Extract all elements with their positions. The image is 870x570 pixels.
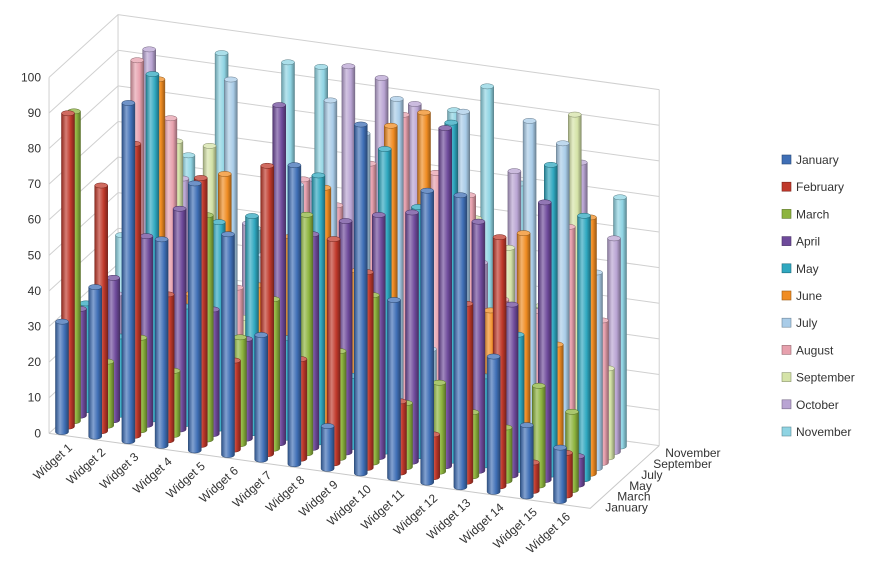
legend-swatch: [781, 317, 792, 328]
bar: January / Widget 8: 84: [287, 162, 302, 468]
legend-swatch: [781, 181, 792, 192]
legend-swatch: [781, 209, 792, 219]
bar: January / Widget 15: 20: [520, 422, 534, 500]
bar: January / Widget 16: 15: [553, 444, 567, 504]
bar: January / Widget 13: 82: [453, 192, 468, 491]
legend-label: November: [796, 425, 851, 439]
y-tick-label: 10: [28, 391, 42, 405]
bar: January / Widget 6: 62: [221, 231, 235, 458]
legend-label: September: [796, 371, 855, 385]
legend-label: June: [796, 289, 822, 303]
legend-label: May: [796, 262, 819, 276]
y-tick-label: 90: [28, 106, 42, 120]
y-tick-label: 30: [28, 320, 42, 334]
legend-swatch: [781, 399, 792, 410]
y-tick-label: 20: [28, 355, 42, 369]
legend-swatch: [781, 372, 792, 382]
legend-item: October: [781, 398, 839, 412]
bars: November / Widget 1: 40November / Widget…: [55, 46, 627, 504]
depth-tick-label: September: [653, 457, 712, 471]
legend-item: January: [781, 153, 839, 167]
legend-swatch: [781, 290, 792, 301]
legend-label: October: [796, 398, 839, 412]
legend-label: July: [796, 316, 817, 330]
legend-swatch: [781, 154, 792, 165]
bar: January / Widget 4: 58: [154, 236, 169, 449]
bar: January / Widget 14: 38: [486, 353, 501, 495]
legend-item: June: [781, 289, 822, 303]
bar: January / Widget 1: 31: [55, 318, 69, 435]
bar: January / Widget 7: 35: [254, 332, 268, 463]
bar: January / Widget 12: 82: [420, 187, 434, 486]
legend-label: January: [796, 153, 839, 167]
legend-item: March: [781, 207, 829, 221]
bar: February / Widget 9: 63: [326, 236, 341, 467]
legend-label: February: [796, 180, 844, 194]
floor-edge: [48, 432, 660, 509]
legend-swatch: [781, 263, 792, 274]
bar: January / Widget 5: 75: [188, 180, 202, 454]
legend-item: September: [781, 371, 855, 385]
legend: January February March April May June July Augu…: [781, 153, 855, 439]
bar: January / Widget 2: 42: [88, 284, 102, 440]
bar: May / Widget 16: 74: [577, 212, 591, 483]
depth-tick-label: November: [665, 446, 720, 460]
y-tick-label: 80: [28, 142, 42, 156]
bar: January / Widget 11: 50: [387, 297, 401, 481]
bar: January / Widget 10: 98: [354, 121, 368, 477]
bar: January / Widget 9: 12: [320, 423, 335, 472]
y-tick-label: 50: [28, 248, 42, 262]
y-tick-label: 0: [34, 426, 41, 440]
legend-swatch: [781, 426, 792, 437]
legend-item: July: [781, 316, 817, 330]
depth-tick-label: March: [617, 490, 650, 504]
depth-tick-label: January: [605, 501, 648, 515]
legend-item: May: [781, 262, 819, 276]
depth-tick-label: May: [629, 479, 652, 493]
legend-label: August: [796, 343, 834, 357]
y-tick-labels: 0 10 20 30 40 50 60 70 80 90 100: [21, 70, 41, 440]
legend-label: April: [796, 235, 820, 249]
legend-item: November: [781, 425, 851, 439]
legend-swatch: [781, 345, 792, 355]
y-tick-label: 40: [28, 284, 42, 298]
y-tick-label: 70: [28, 177, 42, 191]
legend-item: April: [781, 235, 820, 249]
legend-item: August: [781, 343, 834, 357]
legend-item: February: [781, 180, 844, 194]
y-tick-label: 100: [21, 70, 41, 84]
legend-label: March: [796, 207, 829, 221]
y-tick-label: 60: [28, 213, 42, 227]
legend-swatch: [781, 236, 792, 246]
bar: January / Widget 3: 95: [121, 100, 136, 445]
depth-tick-label: July: [641, 468, 662, 482]
